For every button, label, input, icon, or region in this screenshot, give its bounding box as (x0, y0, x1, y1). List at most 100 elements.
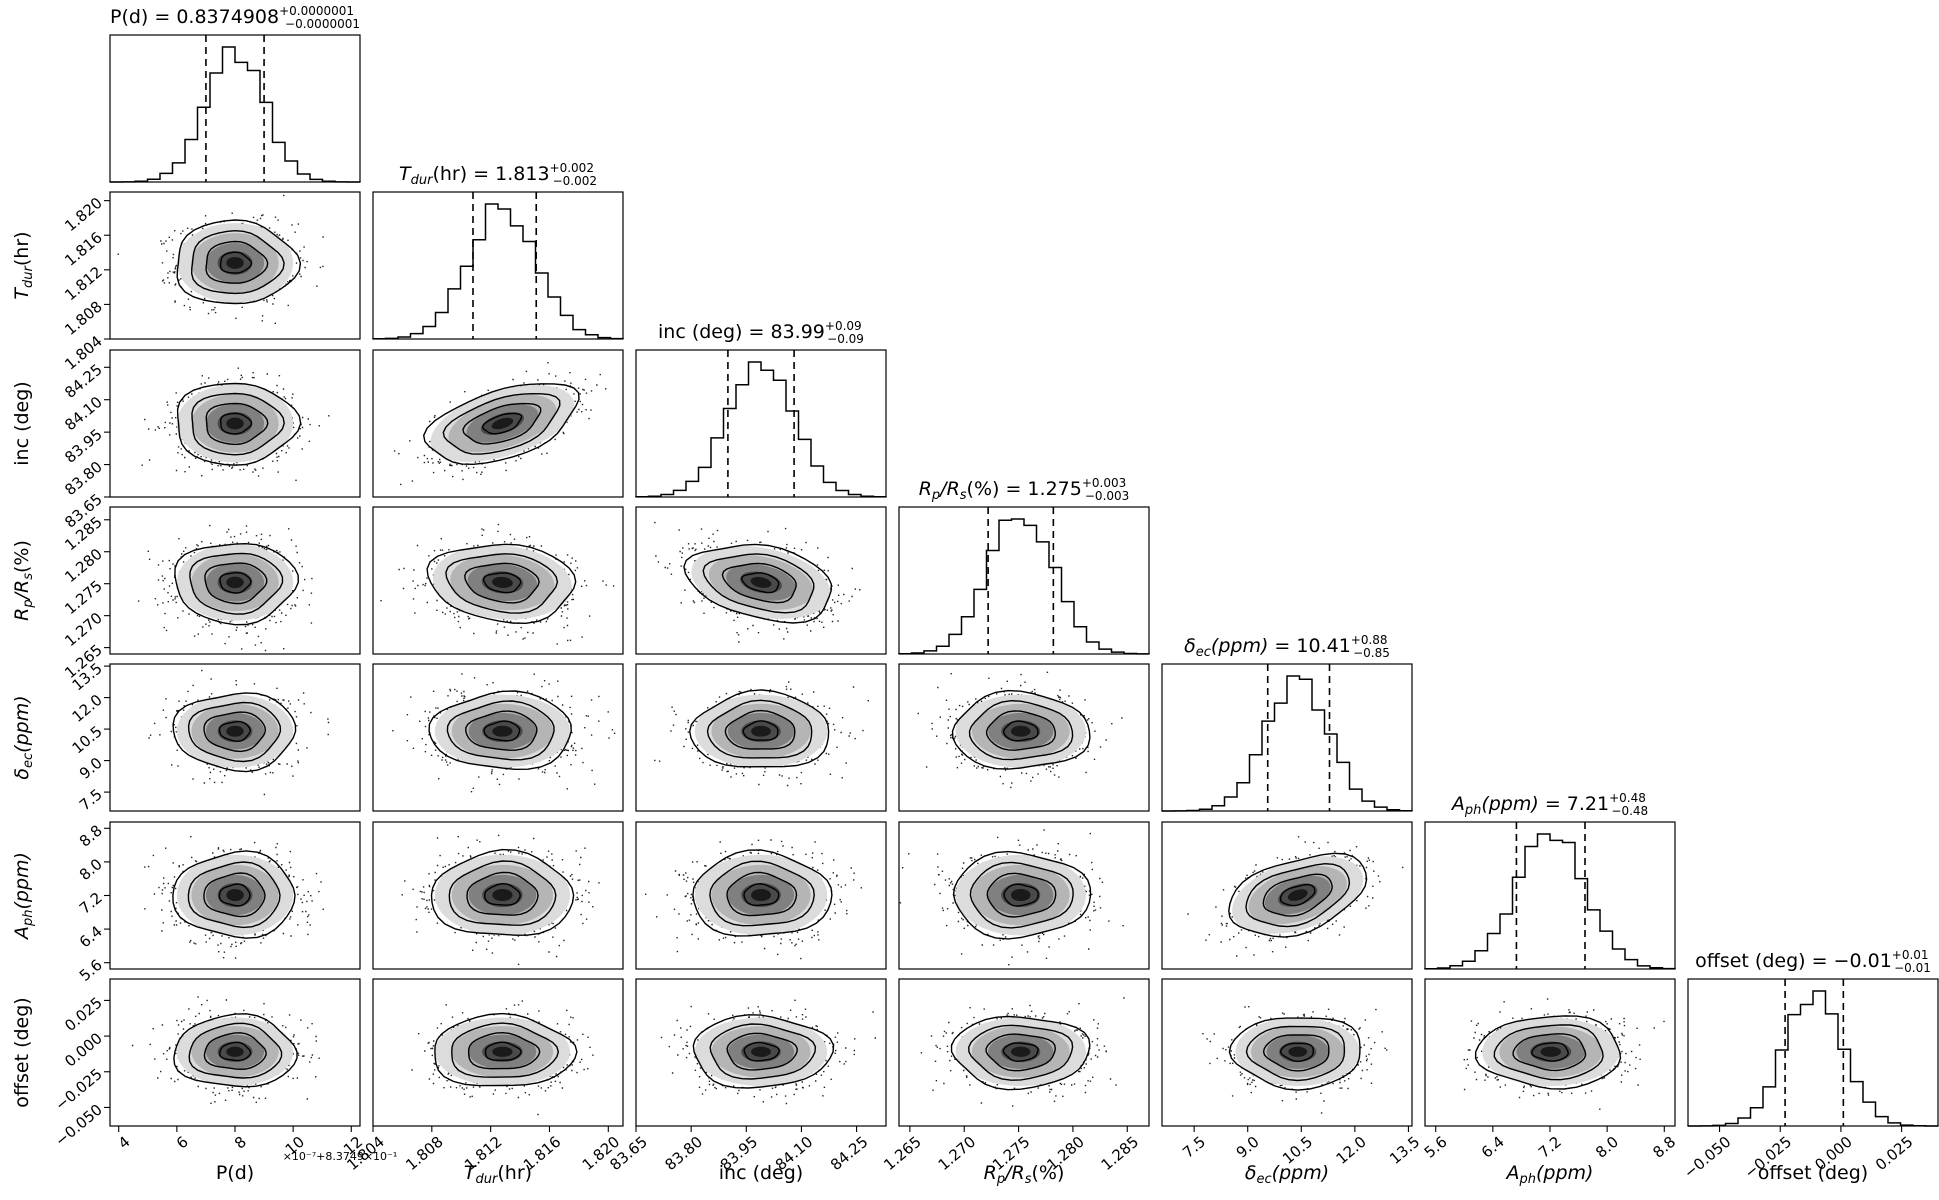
y-axis-label-Tdur: Tdur(hr) (11, 231, 36, 299)
density-fill (1010, 889, 1031, 902)
contour-line (1279, 1042, 1314, 1063)
x-offset-text-P: ×10⁻⁷+8.3749×10⁻¹ (283, 1150, 398, 1163)
density-fill (750, 576, 772, 588)
y-tick-label-Aph: 5.6 (76, 956, 106, 985)
contour-line (467, 1031, 541, 1070)
contour-line (190, 229, 285, 295)
y-tick-label-Aph: 7.2 (76, 889, 106, 918)
density-fill (751, 1046, 771, 1057)
contour-line (1002, 1042, 1039, 1063)
contour-line (426, 543, 577, 625)
contour-line (434, 1012, 578, 1087)
density-fill (491, 576, 513, 588)
contour-line (1493, 1024, 1604, 1081)
scatter-panel-inc-dec (635, 663, 887, 812)
density-fill (226, 1046, 244, 1057)
panel-frame (635, 663, 887, 812)
contour-line (446, 700, 555, 761)
hist-frame-Aph (1424, 821, 1676, 970)
contour-line (724, 709, 796, 750)
contour-line (1002, 720, 1039, 742)
contour-line (219, 251, 253, 274)
density-fill (226, 576, 244, 589)
density-fill (1540, 1046, 1561, 1057)
contour-line (1228, 1017, 1361, 1091)
density-fill (1288, 1046, 1308, 1057)
y-axis-label-off: offset (deg) (11, 997, 33, 1107)
panel-frame (635, 978, 887, 1127)
contour-line (176, 382, 302, 466)
contour-line (1262, 1034, 1330, 1072)
x-tick-label-off: −0.050 (1680, 1133, 1734, 1182)
contour-line (692, 1014, 835, 1089)
contour-line (445, 553, 559, 614)
contour-line (1512, 1033, 1587, 1072)
panel-title-inc: inc (deg) = 83.99+0.09 −0.09 (658, 319, 864, 346)
contour-line (205, 240, 269, 284)
contour-line (721, 562, 797, 604)
scatter-points (654, 681, 869, 787)
contour-line (173, 1013, 298, 1088)
y-tick-label-inc: 83.95 (61, 425, 105, 466)
y-tick-label-RpRs: 1.275 (61, 577, 105, 618)
scatter-points (137, 524, 313, 652)
panel-frame (372, 821, 624, 970)
panel-title-off: offset (deg) = −0.01+0.01 −0.01 (1695, 948, 1931, 975)
density-fill (751, 725, 771, 737)
x-tick-label-Aph: 5.6 (1421, 1133, 1451, 1162)
y-tick-label-dec: 7.5 (76, 785, 106, 814)
contour-line (422, 383, 580, 466)
y-tick-label-inc: 84.10 (61, 393, 105, 434)
contour-line (952, 850, 1092, 940)
hist-frame-inc (635, 349, 887, 498)
contour-line (1531, 1042, 1569, 1062)
density-fill (1287, 889, 1308, 901)
hist-steps-Tdur (372, 203, 624, 340)
x-tick-label-P: 6 (173, 1133, 192, 1153)
contour-line (985, 1033, 1057, 1072)
contour-line (969, 861, 1074, 929)
contour-line (1228, 852, 1368, 938)
y-tick-label-off: 0.025 (61, 994, 105, 1035)
scatter-panel-P-RpRs (109, 506, 361, 655)
scatter-points (1187, 836, 1404, 957)
x-tick-label-RpRs: 1.265 (880, 1133, 924, 1174)
panel-title-P: P(d) = 0.8374908+0.0000001 −0.0000001 (110, 4, 360, 31)
contour-line (189, 552, 284, 615)
contour-line (1245, 1025, 1346, 1082)
panel-frame (109, 349, 361, 498)
contour-line (985, 710, 1057, 751)
y-tick-label-Tdur: 1.816 (61, 228, 105, 269)
x-tick-label-P: 8 (231, 1133, 250, 1153)
density-fill (226, 417, 244, 430)
panel-frame (1161, 821, 1413, 970)
contour-line (742, 720, 779, 741)
x-tick-label-dec: 13.5 (1386, 1133, 1423, 1168)
contour-line (481, 412, 523, 435)
scatter-panel-Tdur-Aph (372, 821, 624, 970)
contour-line (465, 710, 538, 751)
x-axis-label-off: offset (deg) (1758, 1162, 1868, 1184)
contour-line (1245, 862, 1351, 928)
panel-frame (372, 978, 624, 1127)
contour-line (484, 1041, 522, 1061)
contour-line (430, 848, 575, 936)
y-axis-label-dec: δec(ppm) (11, 695, 36, 779)
x-tick-label-dec: 12.0 (1333, 1133, 1370, 1168)
x-axis-label-RpRs: Rp/Rs(%) (984, 1162, 1065, 1187)
contour-line (743, 1041, 780, 1062)
contour-line (743, 883, 780, 906)
contour-line (968, 699, 1074, 761)
hist-steps-off (1687, 990, 1939, 1127)
panel-title-dec: δec(ppm) = 10.41+0.88 −0.85 (1184, 633, 1390, 660)
hist-frame-P (109, 34, 361, 183)
y-tick-label-Aph: 8.8 (76, 821, 106, 850)
scatter-panel-P-off (109, 978, 361, 1127)
contour-line (1003, 883, 1039, 907)
panel-frame (635, 506, 887, 655)
density-fill (491, 417, 514, 430)
density-fill (492, 889, 513, 902)
contour-line (688, 689, 830, 768)
scatter-panel-Tdur-off (372, 978, 624, 1127)
contour-line (172, 850, 296, 939)
